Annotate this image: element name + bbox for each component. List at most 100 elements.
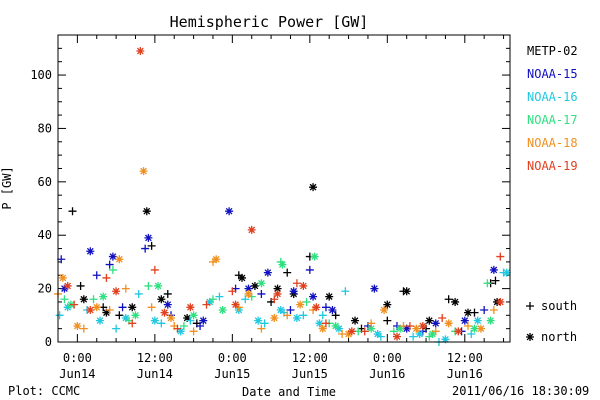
south-point [444,295,453,304]
north-point [309,292,318,301]
south-point [464,321,473,330]
north-point [244,284,253,293]
north-point [136,47,145,56]
north-point [428,329,437,338]
south-point [405,321,414,330]
north-point [415,329,424,338]
north-point [276,305,285,314]
south-point [318,311,327,320]
legend-entry: METP-02 [527,44,578,58]
north-point [199,316,208,325]
north-point [402,287,411,296]
south-point [305,265,314,274]
south-point [480,305,489,314]
south-point [55,311,64,320]
south-point [270,295,279,304]
south-point [438,313,447,322]
chart-title: Hemispheric Power [GW] [170,13,369,31]
south-point [186,316,195,325]
x-tick-label-date: Jun15 [292,367,328,381]
north-point [431,319,440,328]
north-point [225,207,234,216]
north-point [489,265,498,274]
south-point [179,321,188,330]
south-point [286,305,295,314]
south-point [92,271,101,280]
x-tick-label-date: Jun15 [214,367,250,381]
north-point [238,273,247,282]
x-tick-label-time: 0:00 [373,351,402,365]
south-point [299,311,308,320]
north-point [163,300,172,309]
south-point [89,295,98,304]
north-point [58,273,67,282]
north-point [63,281,72,290]
north-point [144,233,153,242]
north-point [310,252,319,261]
north-point [402,324,411,333]
south-point [112,324,121,333]
south-point [389,327,398,336]
south-point [189,327,198,336]
south-point [321,303,330,312]
south-point [141,244,150,253]
x-axis-label: Date and Time [242,385,336,399]
x-tick-label-time: 0:00 [63,351,92,365]
north-point [63,303,72,312]
north-point [183,313,192,322]
north-point [328,305,337,314]
symbol-legend-marker [526,333,534,341]
legend-entry: NOAA-16 [527,90,578,104]
south-point [409,332,418,341]
north-point [176,327,185,336]
x-tick-label-date: Jun14 [59,367,95,381]
south-point [341,287,350,296]
north-point [95,316,104,325]
north-point [296,300,305,309]
north-point [60,284,69,293]
symbol-legend-marker [526,302,534,310]
y-tick-label: 20 [38,282,52,296]
south-point [292,279,301,288]
north-point [367,324,376,333]
north-point [331,321,340,330]
north-point [247,225,256,234]
north-point [244,289,253,298]
series-legend: METP-02 NOAA-15 NOAA-16 NOAA-17 NOAA-18 NOAA-… [527,44,578,173]
south-point [79,324,88,333]
north-point [273,289,282,298]
south-point [321,319,330,328]
south-point [105,305,114,314]
x-tick-label-time: 12:00 [292,351,328,365]
symbol-legend: south north [526,299,577,344]
north-point [167,313,175,322]
north-point [86,247,95,256]
north-point [312,303,321,312]
south-point [367,319,376,328]
south-point [483,279,492,288]
south-point [134,289,143,298]
north-point [212,255,221,264]
north-point [299,281,308,290]
north-point [186,303,195,312]
south-point [283,268,292,277]
south-point [128,319,137,328]
north-point [325,292,334,301]
footer-timestamp: 2011/06/16 18:30:09 [452,384,590,398]
data-points [54,47,511,346]
north-point [393,332,401,341]
north-point [470,324,479,333]
north-point [334,324,343,333]
south-point [147,303,156,312]
south-point [147,241,156,250]
y-tick-label: 100 [30,68,52,82]
north-point [86,305,95,314]
symbol-legend-label: north [541,330,577,344]
south-point [144,281,153,290]
north-point [473,316,482,325]
y-tick-label: 40 [38,228,52,242]
south-point [491,276,500,285]
y-tick-label: 0 [45,335,52,349]
south-point [257,324,266,333]
south-point [70,300,79,309]
